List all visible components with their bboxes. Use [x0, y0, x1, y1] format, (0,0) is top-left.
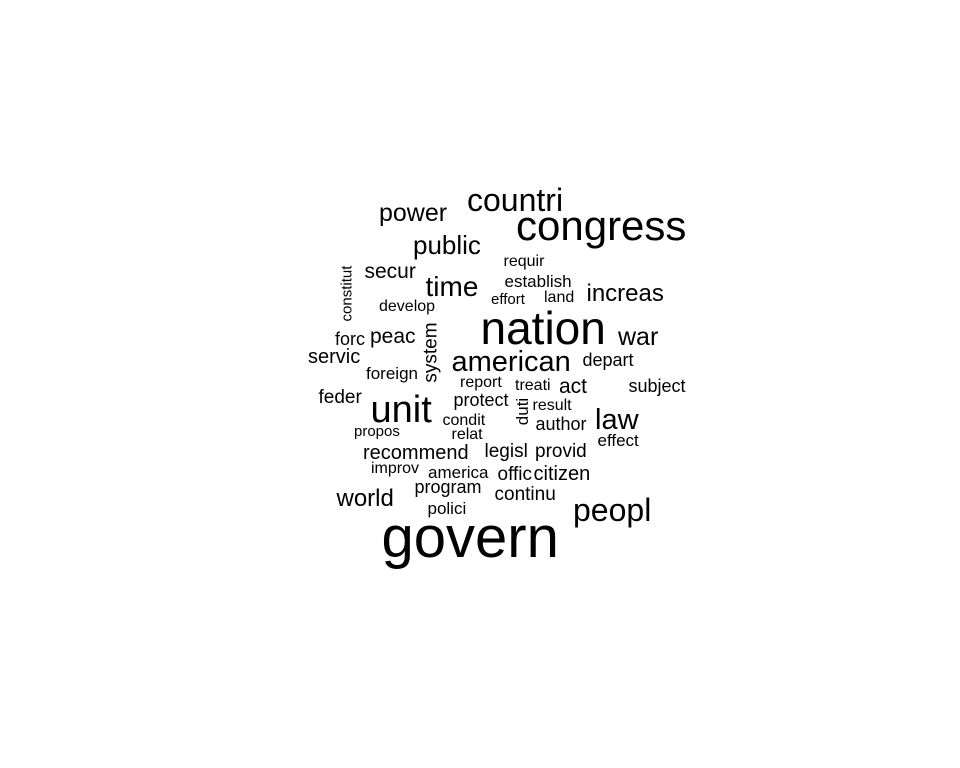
- word-forc: forc: [335, 329, 366, 349]
- word-establish: establish: [504, 271, 572, 291]
- word-result: result: [532, 397, 572, 414]
- word-develop: develop: [379, 298, 436, 315]
- word-congress: congress: [516, 202, 687, 249]
- word-effort: effort: [491, 290, 525, 308]
- word-nation: nation: [480, 302, 606, 354]
- word-peopl: peopl: [573, 492, 652, 528]
- word-duti: duti: [512, 397, 532, 425]
- word-govern: govern: [381, 505, 559, 570]
- word-legisl: legisl: [484, 440, 528, 462]
- word-subject: subject: [628, 376, 686, 396]
- word-secur: secur: [364, 259, 416, 283]
- word-power: power: [379, 198, 448, 227]
- word-america: america: [428, 462, 489, 482]
- word-increas: increas: [586, 280, 664, 307]
- word-improv: improv: [371, 460, 420, 477]
- word-relat: relat: [451, 426, 483, 443]
- word-public: public: [413, 230, 481, 260]
- word-provid: provid: [535, 440, 587, 462]
- word-polici: polici: [427, 498, 467, 518]
- word-american: american: [451, 345, 571, 378]
- word-citizen: citizen: [533, 463, 591, 485]
- word-depart: depart: [582, 350, 634, 370]
- word-feder: feder: [318, 386, 362, 408]
- word-world: world: [336, 485, 394, 512]
- word-system: system: [420, 321, 442, 383]
- word-act: act: [559, 374, 588, 398]
- word-propos: propos: [354, 422, 400, 440]
- word-law: law: [595, 403, 639, 436]
- word-recommend: recommend: [363, 442, 469, 464]
- word-countri: countri: [467, 182, 564, 218]
- word-servic: servic: [308, 346, 361, 368]
- word-foreign: foreign: [366, 363, 418, 383]
- word-effect: effect: [597, 430, 639, 450]
- word-offic: offic: [497, 463, 533, 485]
- word-land: land: [544, 289, 575, 306]
- word-peac: peac: [370, 324, 416, 348]
- word-protect: protect: [453, 390, 509, 410]
- word-continu: continu: [494, 483, 556, 505]
- word-program: program: [414, 477, 482, 497]
- word-treati: treati: [515, 377, 551, 394]
- word-requir: requir: [503, 253, 545, 270]
- word-condit: condit: [442, 412, 486, 429]
- word-constitut: constitut: [338, 265, 356, 321]
- word-time: time: [425, 271, 479, 302]
- word-war: war: [618, 322, 659, 351]
- word-report: report: [460, 374, 502, 391]
- word-author: author: [535, 414, 587, 434]
- word-unit: unit: [370, 389, 432, 431]
